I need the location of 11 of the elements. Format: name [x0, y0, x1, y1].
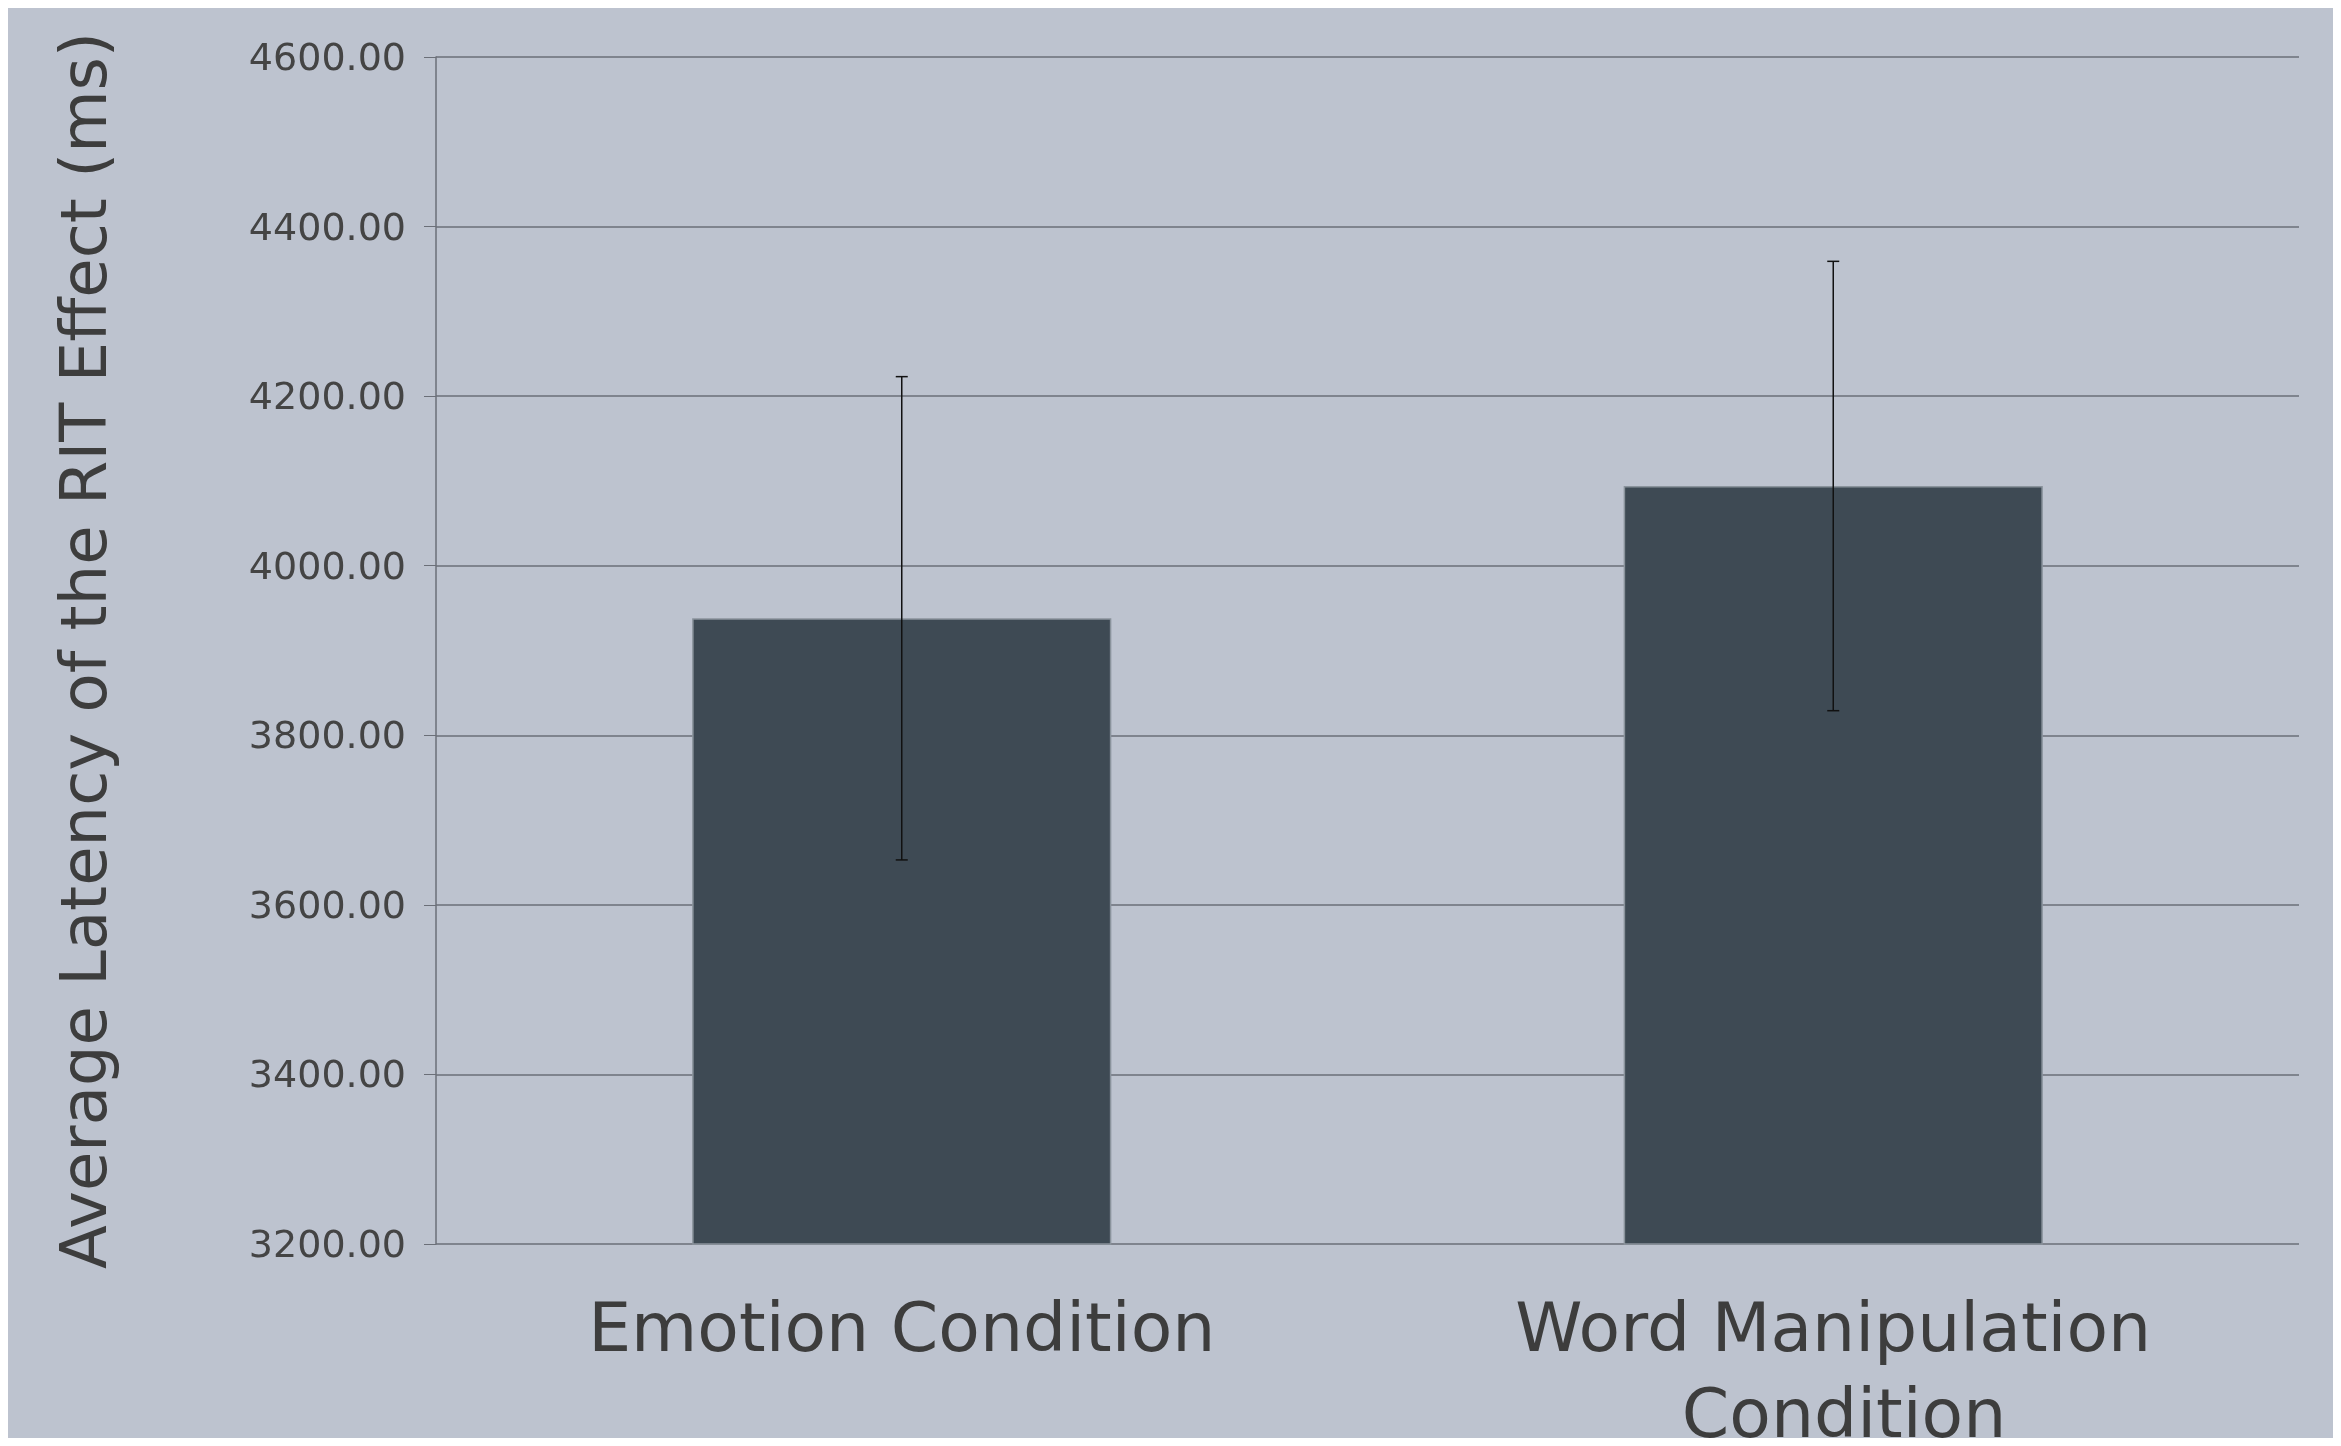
y-axis-title: Average Latency of the RIT Effect (ms)	[47, 32, 121, 1269]
y-tick-label: 4600.00	[248, 35, 406, 79]
y-tick-label: 3400.00	[248, 1052, 406, 1097]
y-tick-label: 3200.00	[248, 1222, 406, 1266]
y-tick-label: 3600.00	[248, 882, 406, 927]
y-tick-label: 3800.00	[248, 713, 406, 758]
x-tick-label: Word Manipulation Condition	[1515, 1287, 2152, 1446]
y-tick-label: 4000.00	[248, 543, 406, 588]
x-tick-label: Emotion Condition	[588, 1287, 1216, 1367]
y-tick-label: 4400.00	[248, 204, 406, 249]
y-tick-label: 4200.00	[248, 374, 406, 419]
